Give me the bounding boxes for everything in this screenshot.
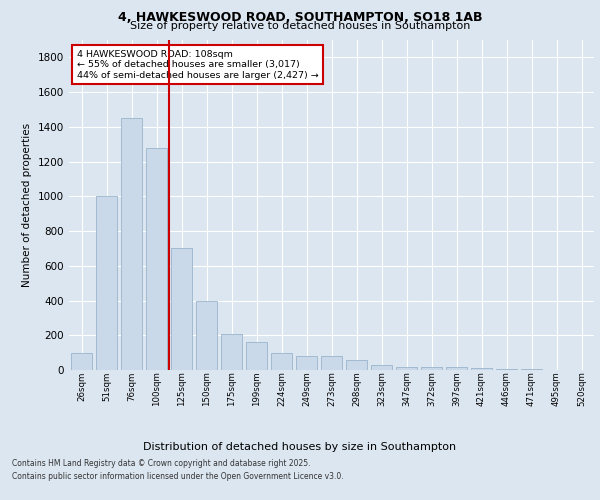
Bar: [396, 366, 417, 370]
Bar: [71, 352, 92, 370]
Text: 4, HAWKESWOOD ROAD, SOUTHAMPTON, SO18 1AB: 4, HAWKESWOOD ROAD, SOUTHAMPTON, SO18 1A…: [118, 11, 482, 24]
Bar: [271, 352, 292, 370]
Bar: [171, 248, 192, 370]
Bar: [471, 368, 492, 370]
Bar: [346, 360, 367, 370]
Bar: [296, 356, 317, 370]
Bar: [521, 369, 542, 370]
Text: Contains public sector information licensed under the Open Government Licence v3: Contains public sector information licen…: [12, 472, 344, 481]
Y-axis label: Number of detached properties: Number of detached properties: [22, 123, 32, 287]
Bar: [421, 366, 442, 370]
Bar: [321, 356, 342, 370]
Text: Size of property relative to detached houses in Southampton: Size of property relative to detached ho…: [130, 21, 470, 31]
Bar: [196, 300, 217, 370]
Text: 4 HAWKESWOOD ROAD: 108sqm
← 55% of detached houses are smaller (3,017)
44% of se: 4 HAWKESWOOD ROAD: 108sqm ← 55% of detac…: [77, 50, 319, 80]
Bar: [146, 148, 167, 370]
Text: Distribution of detached houses by size in Southampton: Distribution of detached houses by size …: [143, 442, 457, 452]
Bar: [121, 118, 142, 370]
Bar: [496, 369, 517, 370]
Bar: [371, 365, 392, 370]
Text: Contains HM Land Registry data © Crown copyright and database right 2025.: Contains HM Land Registry data © Crown c…: [12, 458, 311, 468]
Bar: [446, 368, 467, 370]
Bar: [246, 342, 267, 370]
Bar: [96, 196, 117, 370]
Bar: [221, 334, 242, 370]
